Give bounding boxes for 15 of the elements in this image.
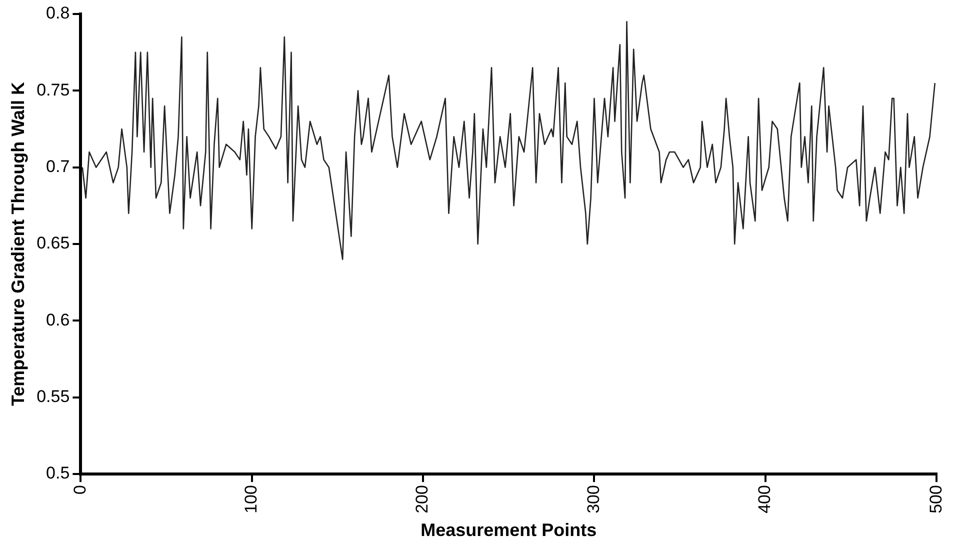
y-tick-label: 0.6 xyxy=(46,310,70,330)
y-tick-label: 0.65 xyxy=(36,234,70,253)
x-tick-label: 100 xyxy=(242,485,261,514)
y-tick-label: 0.7 xyxy=(46,157,70,176)
y-axis-title: Temperature Gradient Through Wall K xyxy=(8,82,28,406)
y-tick-label: 0.75 xyxy=(36,80,70,100)
x-tick-label: 500 xyxy=(926,485,946,514)
x-axis-title: Measurement Points xyxy=(420,520,597,540)
x-tick-label: 0 xyxy=(70,485,90,495)
y-tick-label: 0.8 xyxy=(46,4,70,23)
x-tick-label: 200 xyxy=(412,485,432,514)
y-tick-label: 0.5 xyxy=(46,464,70,483)
y-tick-label: 0.55 xyxy=(36,387,70,406)
x-tick-label: 400 xyxy=(755,485,774,514)
x-tick-label: 300 xyxy=(584,485,603,514)
